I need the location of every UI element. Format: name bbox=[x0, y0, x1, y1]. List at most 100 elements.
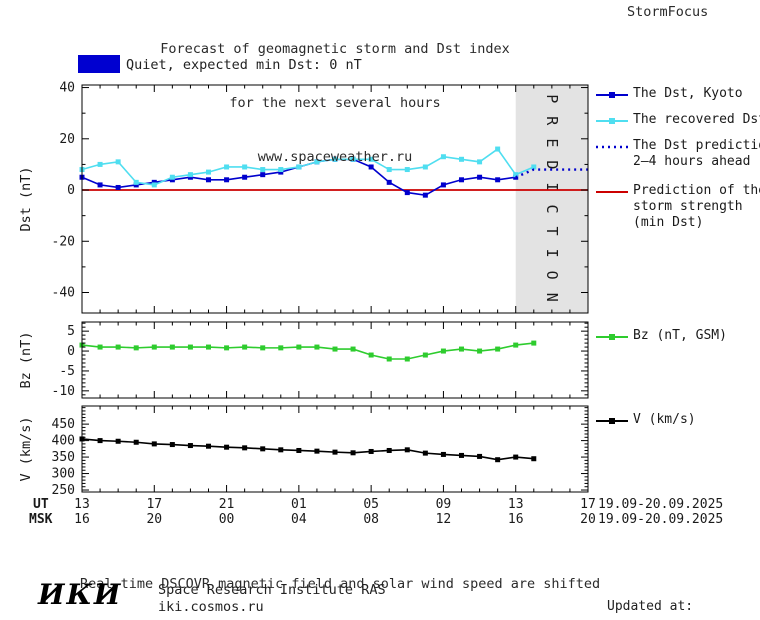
marker bbox=[386, 356, 392, 362]
series-0-2 bbox=[515, 168, 588, 179]
marker bbox=[531, 164, 537, 170]
x-tick-label: 13 bbox=[508, 497, 524, 512]
marker bbox=[495, 146, 501, 152]
marker bbox=[242, 344, 248, 350]
y-tick-label: 20 bbox=[59, 132, 75, 147]
y-axis-title: V (km/s) bbox=[18, 416, 34, 481]
legend-marker-square-1 bbox=[609, 118, 615, 124]
marker bbox=[278, 447, 284, 453]
x-tick-label: 17 bbox=[580, 497, 596, 512]
marker bbox=[242, 164, 248, 170]
marker bbox=[440, 182, 446, 188]
marker bbox=[260, 167, 266, 173]
y-tick-label: 5 bbox=[67, 324, 75, 339]
prediction-zone bbox=[515, 85, 588, 313]
marker bbox=[440, 154, 446, 160]
marker bbox=[115, 159, 121, 165]
marker bbox=[296, 447, 302, 453]
y-tick-label: 450 bbox=[52, 417, 75, 432]
marker bbox=[151, 344, 157, 350]
marker bbox=[187, 174, 193, 180]
marker bbox=[495, 457, 501, 463]
marker bbox=[404, 447, 410, 453]
marker bbox=[332, 156, 338, 162]
marker bbox=[187, 344, 193, 350]
marker bbox=[459, 346, 464, 352]
marker bbox=[368, 352, 374, 358]
marker bbox=[169, 174, 175, 180]
marker bbox=[386, 447, 392, 453]
institute-name: Space Research Institute RAS bbox=[158, 582, 386, 598]
x-tick-label: 04 bbox=[291, 512, 307, 527]
x-tick-label: 20 bbox=[146, 512, 162, 527]
marker bbox=[368, 156, 374, 162]
marker bbox=[151, 182, 157, 188]
x-tick-label: 20 bbox=[580, 512, 596, 527]
marker bbox=[386, 167, 392, 173]
title-line-2: for the next several hours bbox=[229, 95, 441, 111]
series-2-0 bbox=[81, 438, 534, 461]
x-tick-label: 08 bbox=[363, 512, 379, 527]
marker bbox=[422, 352, 428, 358]
marker bbox=[151, 441, 157, 447]
marker bbox=[115, 184, 121, 190]
marker bbox=[133, 182, 139, 188]
marker bbox=[422, 450, 428, 456]
legend-item-3-line-1: storm strength bbox=[633, 199, 743, 214]
updated-block: Updated at: UT 13:05, 20.09.2025 MSK 16:… bbox=[601, 566, 760, 620]
marker bbox=[404, 190, 410, 196]
x-tick-label: 13 bbox=[74, 497, 90, 512]
marker bbox=[260, 172, 266, 178]
marker bbox=[187, 172, 193, 178]
marker bbox=[368, 164, 374, 170]
marker bbox=[224, 345, 230, 351]
x-tick-label: 16 bbox=[74, 512, 90, 527]
legend-item-3-line-2: (min Dst) bbox=[633, 215, 704, 230]
date-range-label: 19.09-20.09.2025 bbox=[598, 512, 723, 527]
marker bbox=[278, 345, 284, 351]
x-axis-row-label: MSK bbox=[29, 512, 53, 527]
marker bbox=[169, 177, 175, 183]
marker bbox=[242, 174, 248, 180]
marker bbox=[440, 451, 446, 457]
y-axis-title: Dst (nT) bbox=[18, 166, 34, 231]
legend-item-2-line-1: 2–4 hours ahead bbox=[633, 154, 751, 169]
y-tick-label: -40 bbox=[52, 286, 75, 301]
marker bbox=[314, 448, 320, 454]
x-axis-row-label: UT bbox=[33, 497, 49, 512]
marker bbox=[477, 174, 483, 180]
marker bbox=[440, 348, 446, 354]
marker bbox=[459, 177, 464, 183]
y-tick-label: -5 bbox=[59, 364, 75, 379]
marker bbox=[97, 438, 103, 444]
marker bbox=[495, 177, 501, 183]
marker bbox=[206, 169, 211, 175]
marker bbox=[169, 344, 175, 350]
marker bbox=[278, 169, 284, 175]
y-tick-label: 350 bbox=[52, 450, 75, 465]
marker bbox=[97, 161, 103, 167]
marker bbox=[332, 346, 338, 352]
legend-item-5-line-0: V (km/s) bbox=[633, 412, 696, 427]
marker bbox=[206, 344, 211, 350]
marker bbox=[260, 446, 266, 452]
marker bbox=[224, 177, 230, 183]
marker bbox=[296, 344, 302, 350]
brand-label: StormFocus bbox=[627, 4, 709, 20]
y-axis-title: Bz (nT) bbox=[18, 332, 34, 389]
marker bbox=[477, 348, 483, 354]
legend-marker-square-5 bbox=[609, 418, 615, 424]
title-url: www.spaceweather.ru bbox=[257, 149, 413, 165]
marker bbox=[187, 443, 193, 449]
legend-item-3-line-0: Prediction of the bbox=[633, 183, 760, 198]
marker bbox=[206, 443, 211, 449]
marker bbox=[422, 164, 428, 170]
marker bbox=[531, 340, 537, 346]
marker bbox=[314, 344, 320, 350]
marker bbox=[206, 177, 211, 183]
marker bbox=[151, 179, 157, 185]
marker bbox=[404, 167, 410, 173]
legend-item-0-line-0: The Dst, Kyoto bbox=[633, 86, 743, 101]
